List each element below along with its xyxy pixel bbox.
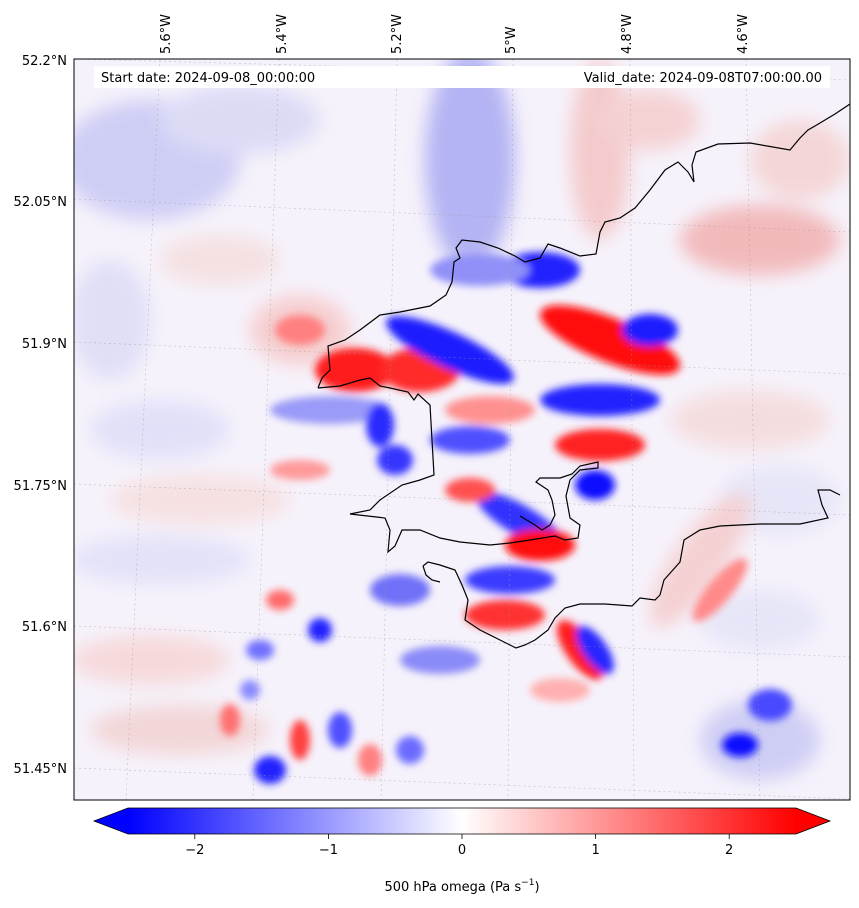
- longitude-labels: 5.6°W 5.4°W 5.2°W 5°W 4.8°W 4.6°W: [159, 14, 751, 54]
- lat-label: 52.2°N: [22, 54, 67, 69]
- lat-label: 51.75°N: [14, 479, 67, 494]
- colorbar-tick-label: −1: [319, 843, 338, 858]
- start-date-text: Start date: 2024-09-08_00:00:00: [101, 71, 315, 86]
- coastline: [317, 103, 850, 649]
- colorbar-extend-low: [94, 808, 128, 834]
- colorbar-tick-label: 2: [725, 843, 733, 858]
- map-frame: [73, 58, 851, 801]
- colorbar: −2 −1 0 1 2 500 hPa omega (Pa s−1): [92, 807, 832, 895]
- colorbar-tick-label: 1: [591, 843, 599, 858]
- lon-label: 5.6°W: [159, 14, 174, 54]
- colorbar-outline: [92, 807, 832, 835]
- colorbar-label-close: ): [534, 880, 539, 895]
- latitude-labels: 52.2°N 52.05°N 51.9°N 51.75°N 51.6°N 51.…: [14, 54, 67, 777]
- lon-label: 5.4°W: [275, 14, 290, 54]
- lat-label: 51.45°N: [14, 762, 67, 777]
- lon-label: 5.2°W: [390, 14, 405, 54]
- lon-label: 5°W: [504, 26, 519, 54]
- valid-date-text: Valid_date: 2024-09-08T07:00:00.00: [584, 71, 822, 86]
- colorbar-label-exponent: −1: [521, 878, 534, 888]
- lon-label: 4.8°W: [620, 14, 635, 54]
- colorbar-gradient: [128, 808, 796, 834]
- colorbar-label: 500 hPa omega (Pa s−1): [384, 878, 539, 895]
- date-banner: [94, 66, 830, 88]
- colorbar-label-main: 500 hPa omega (Pa s: [384, 880, 521, 895]
- colorbar-tick-label: −2: [185, 843, 204, 858]
- colorbar-extend-high: [796, 808, 830, 834]
- lat-label: 51.6°N: [22, 620, 67, 635]
- colorbar-ticks: −2 −1 0 1 2: [185, 834, 733, 858]
- colorbar-tick-label: 0: [458, 843, 466, 858]
- lat-label: 51.9°N: [22, 337, 67, 352]
- lat-label: 52.05°N: [14, 195, 67, 210]
- lon-label: 4.6°W: [736, 14, 751, 54]
- omega-field: [74, 59, 850, 800]
